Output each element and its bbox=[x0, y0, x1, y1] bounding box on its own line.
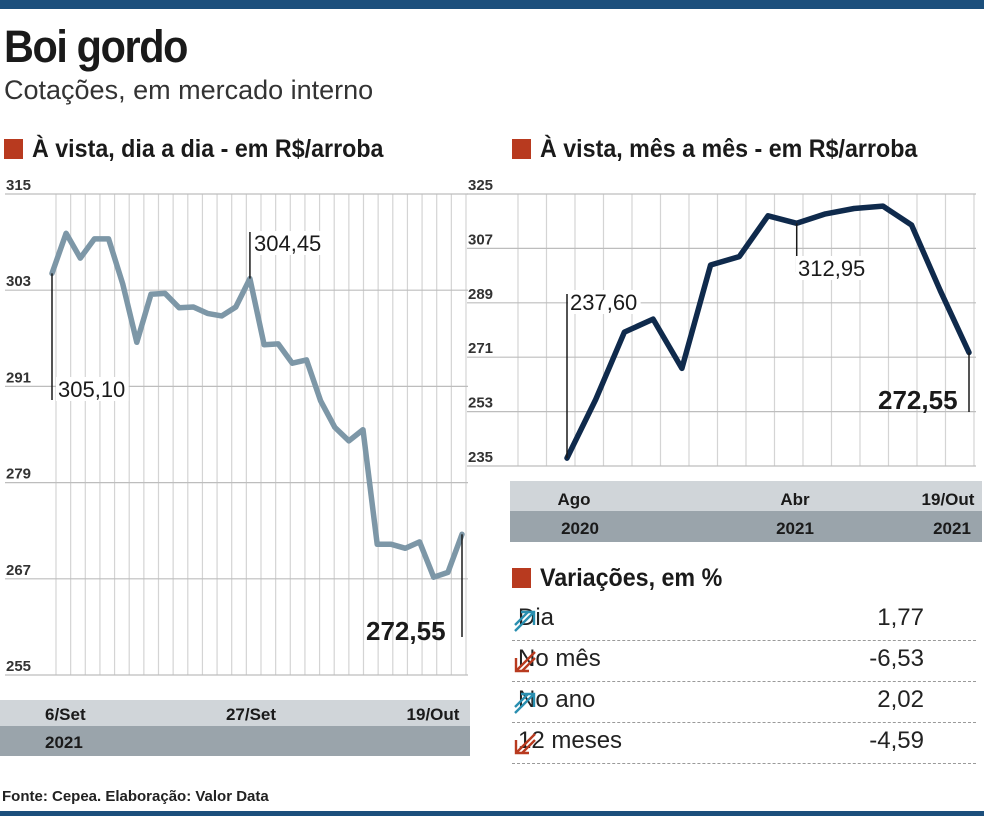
x-tick-label: Abr bbox=[780, 490, 810, 509]
y-tick-label: 279 bbox=[6, 466, 31, 483]
y-tick-label: 271 bbox=[468, 340, 493, 357]
variation-value: 1,77 bbox=[877, 604, 924, 631]
annotation-background bbox=[568, 290, 641, 314]
top-bar bbox=[0, 0, 984, 9]
year-label: 2021 bbox=[933, 519, 971, 538]
year-label: 2021 bbox=[45, 733, 83, 752]
page-title: Boi gordo bbox=[4, 21, 188, 72]
annotation-label: 304,45 bbox=[254, 231, 321, 256]
year-axis-band bbox=[0, 726, 470, 756]
arrow-up-right-icon bbox=[514, 692, 536, 714]
variations-table: Dia 1,77 No mês -6,53 No ano 2,02 12 mes… bbox=[512, 600, 976, 764]
page-subtitle: Cotações, em mercado interno bbox=[4, 75, 374, 105]
arrow-down-left-icon bbox=[514, 651, 536, 673]
left-chart-title: À vista, dia a dia - em R$/arroba bbox=[32, 135, 384, 163]
annotation-background bbox=[252, 231, 325, 255]
annotation-background bbox=[796, 256, 869, 280]
variation-label: No mês bbox=[518, 645, 601, 672]
y-tick-label: 255 bbox=[6, 658, 31, 675]
y-tick-label: 267 bbox=[6, 562, 31, 579]
x-axis-band bbox=[0, 700, 470, 726]
variation-row-no-ano: No ano 2,02 bbox=[512, 682, 976, 723]
section-marker bbox=[4, 139, 23, 159]
annotation-background bbox=[56, 377, 129, 401]
y-tick-label: 289 bbox=[468, 286, 493, 303]
y-tick-label: 253 bbox=[468, 395, 493, 412]
annotation-label: 272,55 bbox=[366, 616, 446, 646]
x-tick-label: 19/Out bbox=[922, 490, 975, 509]
right-chart-heading: À vista, mês a mês - em R$/arroba bbox=[512, 134, 946, 164]
year-label: 2021 bbox=[776, 519, 814, 538]
annotation-label: 305,10 bbox=[58, 377, 125, 402]
section-marker bbox=[512, 139, 531, 159]
arrow-up-right-icon bbox=[514, 610, 536, 632]
arrow-down-left-icon bbox=[514, 733, 536, 755]
series-line bbox=[49, 230, 465, 580]
x-tick-label: Ago bbox=[557, 490, 590, 509]
annotation-label: 237,60 bbox=[570, 290, 637, 315]
variation-row-12-meses: 12 meses -4,59 bbox=[512, 723, 976, 764]
y-tick-label: 303 bbox=[6, 273, 31, 290]
left-chart-heading: À vista, dia a dia - em R$/arroba bbox=[4, 134, 410, 164]
variation-value: -4,59 bbox=[869, 727, 924, 754]
y-tick-label: 315 bbox=[6, 177, 31, 194]
source-note: Fonte: Cepea. Elaboração: Valor Data bbox=[2, 788, 269, 805]
x-tick-label: 27/Set bbox=[226, 705, 276, 724]
variation-value: 2,02 bbox=[877, 686, 924, 713]
variation-row-no-mes: No mês -6,53 bbox=[512, 641, 976, 682]
variations-heading: Variações, em % bbox=[512, 563, 736, 593]
y-tick-label: 325 bbox=[468, 177, 493, 194]
annotation-label: 272,55 bbox=[878, 385, 958, 415]
variation-label: No ano bbox=[518, 686, 596, 713]
year-label: 2020 bbox=[561, 519, 599, 538]
variation-row-dia: Dia 1,77 bbox=[512, 600, 976, 641]
bottom-bar bbox=[0, 811, 984, 816]
right-chart-title: À vista, mês a mês - em R$/arroba bbox=[540, 135, 918, 163]
variations-title: Variações, em % bbox=[540, 564, 723, 592]
y-tick-label: 235 bbox=[468, 449, 493, 466]
y-tick-label: 307 bbox=[468, 231, 493, 248]
year-axis-band bbox=[510, 511, 982, 542]
section-marker bbox=[512, 568, 531, 588]
x-axis-band bbox=[510, 481, 982, 511]
y-tick-label: 291 bbox=[6, 369, 31, 386]
annotation-label: 312,95 bbox=[798, 256, 865, 281]
series-line bbox=[564, 203, 972, 461]
x-tick-label: 19/Out bbox=[407, 705, 460, 724]
variation-value: -6,53 bbox=[869, 645, 924, 672]
x-tick-label: 6/Set bbox=[45, 705, 86, 724]
